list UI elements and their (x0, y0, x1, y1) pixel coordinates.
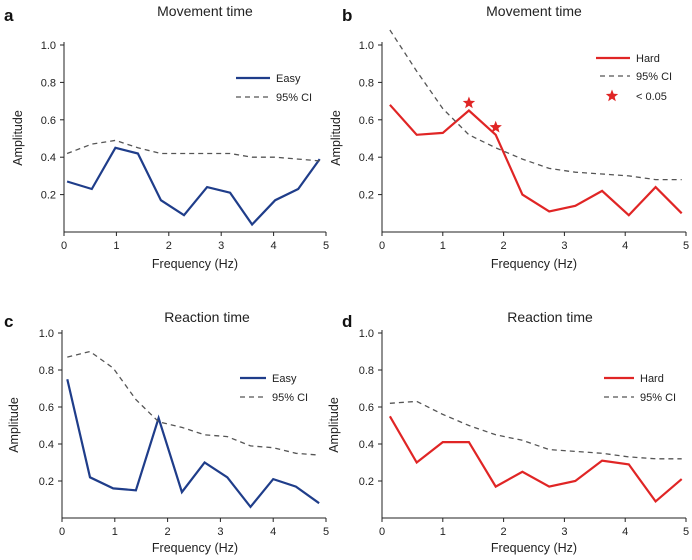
panel-b: b Movement time 0 1 2 3 4 5 0.2 0.4 0.6 0.8 1.0 Frequ… (329, 3, 689, 271)
x-tick-label: 0 (61, 240, 67, 252)
y-axis-label: Amplitude (329, 110, 343, 166)
panel-label: b (342, 6, 352, 25)
chart-title: Reaction time (507, 309, 593, 325)
x-tick-label: 4 (270, 526, 276, 538)
ci-line (66, 139, 320, 162)
y-tick-label: 0.8 (39, 365, 54, 377)
significance-star-marker (489, 120, 502, 133)
y-axis-label: Amplitude (327, 397, 341, 453)
series-line-easy (66, 379, 320, 509)
x-tick-label: 4 (622, 240, 628, 252)
x-tick-label: 2 (166, 240, 172, 252)
x-tick-label: 1 (440, 240, 446, 252)
y-axis-label: Amplitude (7, 397, 21, 453)
legend-label: < 0.05 (636, 91, 667, 103)
panel-d: d Reaction time 0 1 2 3 4 5 0.2 0.4 0.6 0.8 1.0 Frequ… (327, 309, 689, 555)
legend-star-icon (605, 89, 619, 102)
x-tick-label: 1 (113, 240, 119, 252)
series-line-hard (388, 415, 683, 504)
y-tick-label: 0.8 (359, 77, 374, 89)
y-tick-label: 1.0 (359, 40, 374, 52)
y-tick-label: 0.4 (39, 439, 54, 451)
x-tick-label: 0 (379, 526, 385, 538)
x-tick-label: 5 (683, 526, 689, 538)
x-tick-label: 2 (165, 526, 171, 538)
x-tick-label: 5 (323, 526, 329, 538)
chart-title: Movement time (486, 3, 582, 19)
panel-a: a Movement time 0 1 2 3 4 5 0.2 0.4 0.6 0.8 1.0 Frequ… (4, 3, 329, 271)
x-axis-label: Frequency (Hz) (491, 541, 577, 555)
y-tick-label: 0.4 (41, 152, 56, 164)
x-axis-label: Frequency (Hz) (491, 257, 577, 271)
panel-c: c Reaction time 0 1 2 3 4 5 0.2 0.4 0.6 0.8 1.0 Frequ… (4, 309, 329, 555)
panel-label: a (4, 6, 14, 25)
y-tick-label: 0.2 (39, 476, 54, 488)
x-tick-label: 0 (379, 240, 385, 252)
legend-label: 95% CI (272, 392, 308, 404)
x-tick-label: 3 (218, 240, 224, 252)
legend-label: Hard (640, 373, 664, 385)
series-line-hard (389, 104, 683, 217)
y-tick-label: 1.0 (359, 328, 374, 340)
significance-star-marker (462, 96, 476, 109)
y-tick-label: 0.2 (359, 476, 374, 488)
x-tick-label: 3 (561, 526, 567, 538)
y-tick-label: 1.0 (39, 328, 54, 340)
legend-label: Easy (272, 373, 297, 385)
y-tick-label: 0.6 (41, 115, 56, 127)
x-tick-label: 1 (112, 526, 118, 538)
x-tick-label: 2 (501, 240, 507, 252)
x-tick-label: 1 (440, 526, 446, 538)
panel-label: c (4, 312, 13, 331)
y-tick-label: 0.2 (41, 190, 56, 202)
legend-label: 95% CI (276, 92, 312, 104)
y-axis-label: Amplitude (11, 110, 25, 166)
y-tick-label: 0.4 (359, 152, 374, 164)
x-tick-label: 4 (622, 526, 628, 538)
y-tick-label: 0.4 (359, 439, 374, 451)
legend-label: 95% CI (636, 71, 672, 83)
series-line-easy (66, 146, 321, 227)
x-tick-label: 2 (501, 526, 507, 538)
x-tick-label: 5 (683, 240, 689, 252)
y-tick-label: 0.6 (359, 402, 374, 414)
chart-title: Reaction time (164, 309, 250, 325)
x-axis-label: Frequency (Hz) (152, 541, 238, 555)
y-tick-label: 0.2 (359, 190, 374, 202)
y-tick-label: 0.6 (359, 115, 374, 127)
ci-line (67, 350, 320, 456)
legend-label: 95% CI (640, 392, 676, 404)
x-tick-label: 0 (59, 526, 65, 538)
x-tick-label: 5 (323, 240, 329, 252)
x-tick-label: 4 (271, 240, 277, 252)
legend-label: Easy (276, 73, 301, 85)
y-tick-label: 0.6 (39, 402, 54, 414)
panel-label: d (342, 312, 352, 331)
x-tick-label: 3 (561, 240, 567, 252)
y-tick-label: 0.8 (359, 365, 374, 377)
y-tick-label: 1.0 (41, 40, 56, 52)
legend-label: Hard (636, 53, 660, 65)
x-axis-label: Frequency (Hz) (152, 257, 238, 271)
y-tick-label: 0.8 (41, 77, 56, 89)
x-tick-label: 3 (217, 526, 223, 538)
ci-line (389, 400, 682, 460)
chart-title: Movement time (157, 3, 253, 19)
